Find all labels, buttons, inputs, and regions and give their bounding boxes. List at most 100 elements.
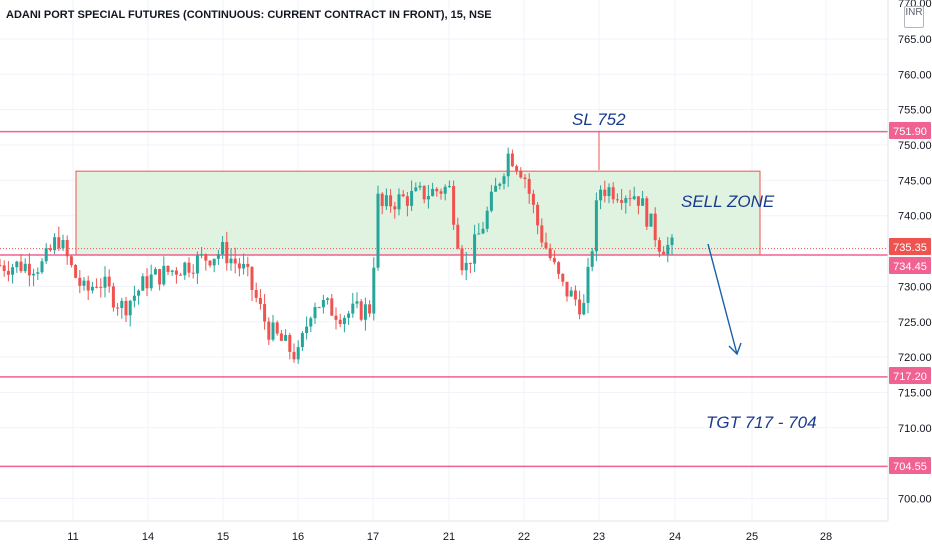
candle-body <box>61 240 65 249</box>
candle-body <box>141 276 145 291</box>
candle-body <box>191 272 195 274</box>
candle-body <box>439 191 443 194</box>
candle-body <box>212 258 216 266</box>
currency-badge[interactable]: INR <box>904 6 924 28</box>
candle-body <box>225 242 229 264</box>
candle-body <box>510 153 514 167</box>
candle-body <box>628 198 632 200</box>
candle-body <box>132 295 136 301</box>
level-label: 704.55 <box>893 461 927 473</box>
candle-body <box>368 304 372 314</box>
candle-body <box>342 317 346 325</box>
candle-body <box>641 198 645 206</box>
time-axis[interactable]: 11 14 15 16 17 21 22 23 24 25 28 <box>67 531 832 543</box>
candle-body <box>347 313 351 318</box>
candle-body <box>477 233 481 235</box>
candle-body <box>250 266 254 290</box>
candle-body <box>670 237 674 245</box>
candle-body <box>99 286 103 288</box>
price-axis[interactable]: 765.00 760.00 755.00 750.00 745.00 740.00 730.… <box>898 0 932 506</box>
candle-body <box>170 270 174 272</box>
candle-body <box>124 300 128 316</box>
candle-body <box>107 276 111 287</box>
candle-body <box>174 270 178 275</box>
price-tick-label: 765.00 <box>898 34 932 46</box>
candle-body <box>48 248 52 251</box>
candle-body <box>57 237 61 249</box>
candle-body <box>611 187 615 200</box>
candle-body <box>468 262 472 264</box>
candle-body <box>53 237 57 251</box>
candle-body <box>0 265 2 267</box>
candle-body <box>162 265 166 285</box>
price-tick-label: 710.00 <box>898 423 932 435</box>
candle-body <box>258 297 262 305</box>
candle-body <box>561 273 565 282</box>
candle-body <box>36 272 40 274</box>
level-label-bg <box>889 238 931 255</box>
candle-body <box>363 304 367 320</box>
candle-body <box>313 307 317 319</box>
chart-title: ADANI PORT SPECIAL FUTURES (CONTINUOUS: … <box>6 9 492 21</box>
candle-body <box>548 248 552 259</box>
time-tick-label: 14 <box>142 531 154 543</box>
candle-body <box>103 276 107 288</box>
candle-body <box>594 200 598 252</box>
candle-body <box>153 269 157 275</box>
candle-body <box>649 213 653 227</box>
candle-body <box>464 262 468 271</box>
candles <box>0 147 674 364</box>
time-tick-label: 28 <box>820 531 832 543</box>
candle-body <box>544 242 548 249</box>
candle-body <box>431 188 435 196</box>
candle-body <box>204 254 208 261</box>
candle-body <box>166 265 170 272</box>
candle-body <box>447 186 451 188</box>
candle-body <box>607 187 611 196</box>
candle-body <box>183 262 187 276</box>
candle-body <box>296 347 300 360</box>
candle-body <box>145 276 149 289</box>
candle-body <box>95 286 99 288</box>
level-label-bg <box>889 257 931 274</box>
candle-body <box>351 303 355 314</box>
candle-body <box>74 265 78 278</box>
candle-body <box>271 322 275 340</box>
level-label: 734.45 <box>893 261 927 273</box>
time-tick-label: 17 <box>367 531 379 543</box>
candle-body <box>599 189 603 201</box>
candle-body <box>489 191 493 211</box>
grid <box>0 0 888 521</box>
candle-body <box>473 234 477 264</box>
price-tick-label: 715.00 <box>898 387 932 399</box>
price-tick-label: 725.00 <box>898 317 932 329</box>
candle-body <box>565 281 569 297</box>
candle-body <box>536 204 540 226</box>
candle-body <box>19 261 23 272</box>
price-tick-label: 770.00 <box>898 0 932 10</box>
target-annotation: TGT 717 - 704 <box>706 413 817 432</box>
candle-body <box>78 277 82 286</box>
candle-body <box>632 196 636 200</box>
time-tick-label: 22 <box>518 531 530 543</box>
candle-body <box>502 176 506 184</box>
candle-body <box>221 242 225 255</box>
candle-body <box>494 185 498 192</box>
candle-body <box>292 351 296 360</box>
candle-body <box>653 213 657 241</box>
candle-body <box>137 290 141 296</box>
candle-body <box>578 299 582 315</box>
candle-body <box>435 188 439 192</box>
time-tick-label: 24 <box>669 531 681 543</box>
candle-body <box>527 179 531 194</box>
candle-body <box>111 286 115 308</box>
candle-body <box>128 300 132 316</box>
candle-body <box>657 240 661 252</box>
candle-body <box>590 251 594 267</box>
candle-body <box>586 266 590 303</box>
time-tick-label: 11 <box>67 531 78 543</box>
price-tick-label: 720.00 <box>898 352 932 364</box>
candle-body <box>557 262 561 274</box>
level-label: 751.90 <box>893 126 927 138</box>
